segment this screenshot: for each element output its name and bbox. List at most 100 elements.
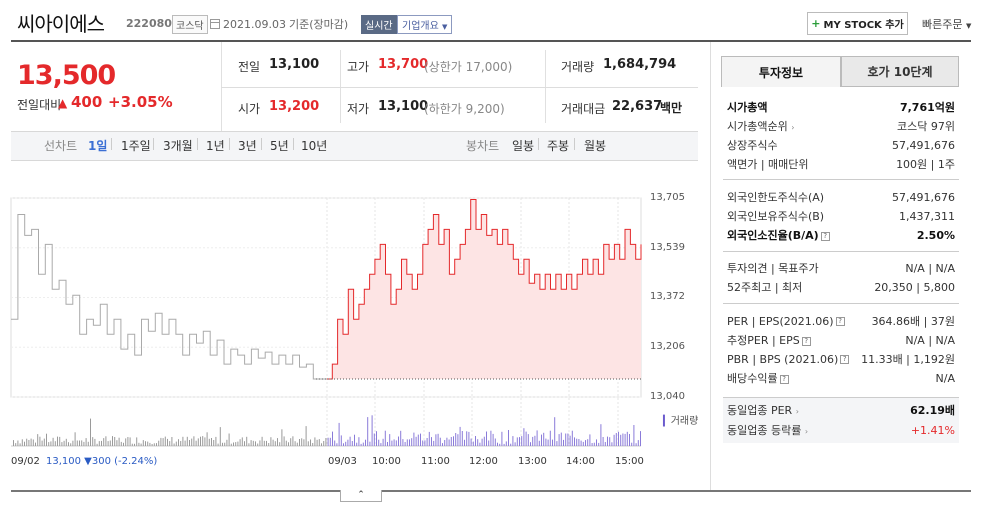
volume-bar — [224, 442, 226, 446]
opinion-row: 투자의견 | 목표주가 N/A | N/A — [727, 259, 955, 277]
chevron-down-icon: ▼ — [965, 22, 972, 30]
bottom-divider — [11, 490, 971, 492]
volume-bar — [404, 442, 406, 446]
prev-day-info: 13,100 ▼300 (-2.24%) — [46, 456, 158, 467]
volume-bar — [123, 442, 124, 446]
pbr-row: PBR | BPS (2021.06)? 11.33배 | 1,192원 — [727, 350, 955, 368]
volume-bar — [281, 429, 283, 446]
volume-bar — [431, 437, 432, 446]
info-icon[interactable]: ? — [840, 355, 850, 364]
candle-daily[interactable]: 일봉 — [512, 139, 535, 153]
volume-bar — [389, 434, 391, 446]
volume-bar — [316, 439, 318, 446]
volume-bar — [382, 438, 384, 446]
dividend-value: N/A — [935, 371, 955, 385]
candle-weekly[interactable]: 주봉 — [547, 139, 570, 153]
volume-bar — [602, 437, 604, 446]
shares-label: 상장주식수 — [727, 139, 778, 152]
info-icon[interactable]: ? — [779, 374, 789, 384]
volume-bar — [202, 436, 204, 446]
x-label: 14:00 — [566, 456, 595, 467]
sector-change-value: +1.41% — [910, 423, 955, 437]
volume-bar — [532, 436, 534, 446]
foreign-limit-row: 외국인한도주식수(A) 57,491,676 — [727, 188, 955, 206]
volume-bar — [134, 443, 135, 446]
pbr-label: PBR | BPS (2021.06) — [727, 352, 839, 366]
volume-bar — [367, 417, 369, 446]
volume-bar — [635, 443, 637, 446]
info-icon[interactable]: ? — [801, 336, 811, 346]
x-label: 09/02 — [11, 456, 40, 467]
foreign-ratio-label: 외국인소진율(B/A) — [727, 229, 819, 242]
volume-bar — [257, 443, 259, 446]
period-10y[interactable]: 10년 — [301, 139, 328, 153]
sector-per-row[interactable]: 동일업종 PER › 62.19배 — [727, 401, 955, 419]
foreign-limit-value: 57,491,676 — [892, 190, 955, 204]
period-1w[interactable]: 1주일 — [121, 139, 151, 153]
market-cap-value: 7,761억원 — [899, 101, 955, 114]
period-1d[interactable]: 1일 — [88, 139, 108, 153]
mystock-add-button[interactable]: + MY STOCK 추가 — [807, 12, 908, 35]
volume-bar — [444, 440, 446, 446]
volume-bar — [501, 431, 503, 446]
volume-bar — [428, 431, 430, 446]
volume-bar — [508, 430, 509, 446]
volume-bar — [640, 431, 641, 446]
tab-order-book[interactable]: 호가 10단계 — [841, 56, 959, 87]
period-5y[interactable]: 5년 — [270, 139, 289, 153]
volume-bar — [250, 440, 252, 446]
info-icon[interactable]: ? — [820, 231, 830, 241]
volume-bar — [587, 439, 589, 446]
volume-bar — [57, 436, 58, 446]
quick-order-label: 빠른주문 — [922, 18, 963, 31]
period-3m[interactable]: 3개월 — [163, 139, 193, 153]
volume-bar — [299, 439, 300, 446]
volume-bar — [349, 436, 351, 446]
volume-bar — [211, 438, 212, 446]
volume-bar — [50, 441, 52, 446]
volume-bar — [376, 431, 377, 446]
volume-bar — [490, 430, 492, 446]
info-icon[interactable]: ? — [835, 317, 845, 326]
upper-limit: (상한가 17,000) — [424, 60, 513, 74]
volume-bar — [173, 443, 175, 446]
y-tick-label: 13,539 — [650, 242, 685, 253]
volume-bar — [116, 440, 118, 446]
tab-invest-info[interactable]: 투자정보 — [721, 56, 841, 87]
volume-bar — [516, 437, 518, 446]
volume-bar — [294, 441, 296, 446]
volume-bar — [600, 424, 602, 446]
par-row: 액면가 | 매매단위 100원 | 1주 — [727, 155, 955, 173]
volume-bar — [43, 438, 45, 446]
volume-bar — [543, 432, 545, 446]
company-info-button[interactable]: 기업개요 ▼ — [397, 15, 453, 34]
volume-bar — [514, 442, 516, 446]
stock-name: 씨아이에스 — [17, 12, 105, 36]
volume-bar — [437, 433, 439, 446]
change-percent: +3.05% — [108, 93, 173, 111]
volume-bar — [343, 443, 344, 446]
volume-bar — [312, 443, 314, 446]
volume-bar — [206, 432, 208, 446]
volume-bar — [178, 439, 179, 446]
volume-bar — [455, 433, 457, 446]
period-3y[interactable]: 3년 — [238, 139, 257, 153]
foreign-limit-label: 외국인한도주식수(A) — [727, 191, 825, 204]
collapse-button[interactable]: ⌃ — [340, 490, 382, 502]
volume-bar — [263, 440, 265, 446]
realtime-badge[interactable]: 실시간 — [361, 15, 397, 34]
low-value: 13,100 — [378, 99, 429, 114]
sector-per-label: 동일업종 PER — [727, 404, 793, 417]
mystock-label: MY STOCK 추가 — [823, 20, 904, 31]
candle-monthly[interactable]: 월봉 — [584, 139, 607, 153]
quick-order-button[interactable]: 빠른주문 ▼ — [922, 16, 971, 32]
period-1y[interactable]: 1년 — [206, 139, 225, 153]
intraday-chart[interactable] — [0, 161, 710, 491]
volume-bar — [90, 418, 91, 446]
market-cap-rank-row[interactable]: 시가총액순위 › 코스닥 97위 — [727, 117, 955, 135]
volume-bar — [329, 437, 331, 446]
volume-bar — [107, 441, 109, 446]
volume-bar — [83, 441, 85, 446]
sector-change-row[interactable]: 동일업종 등락률 › +1.41% — [727, 421, 955, 439]
volume-bar — [15, 443, 17, 446]
